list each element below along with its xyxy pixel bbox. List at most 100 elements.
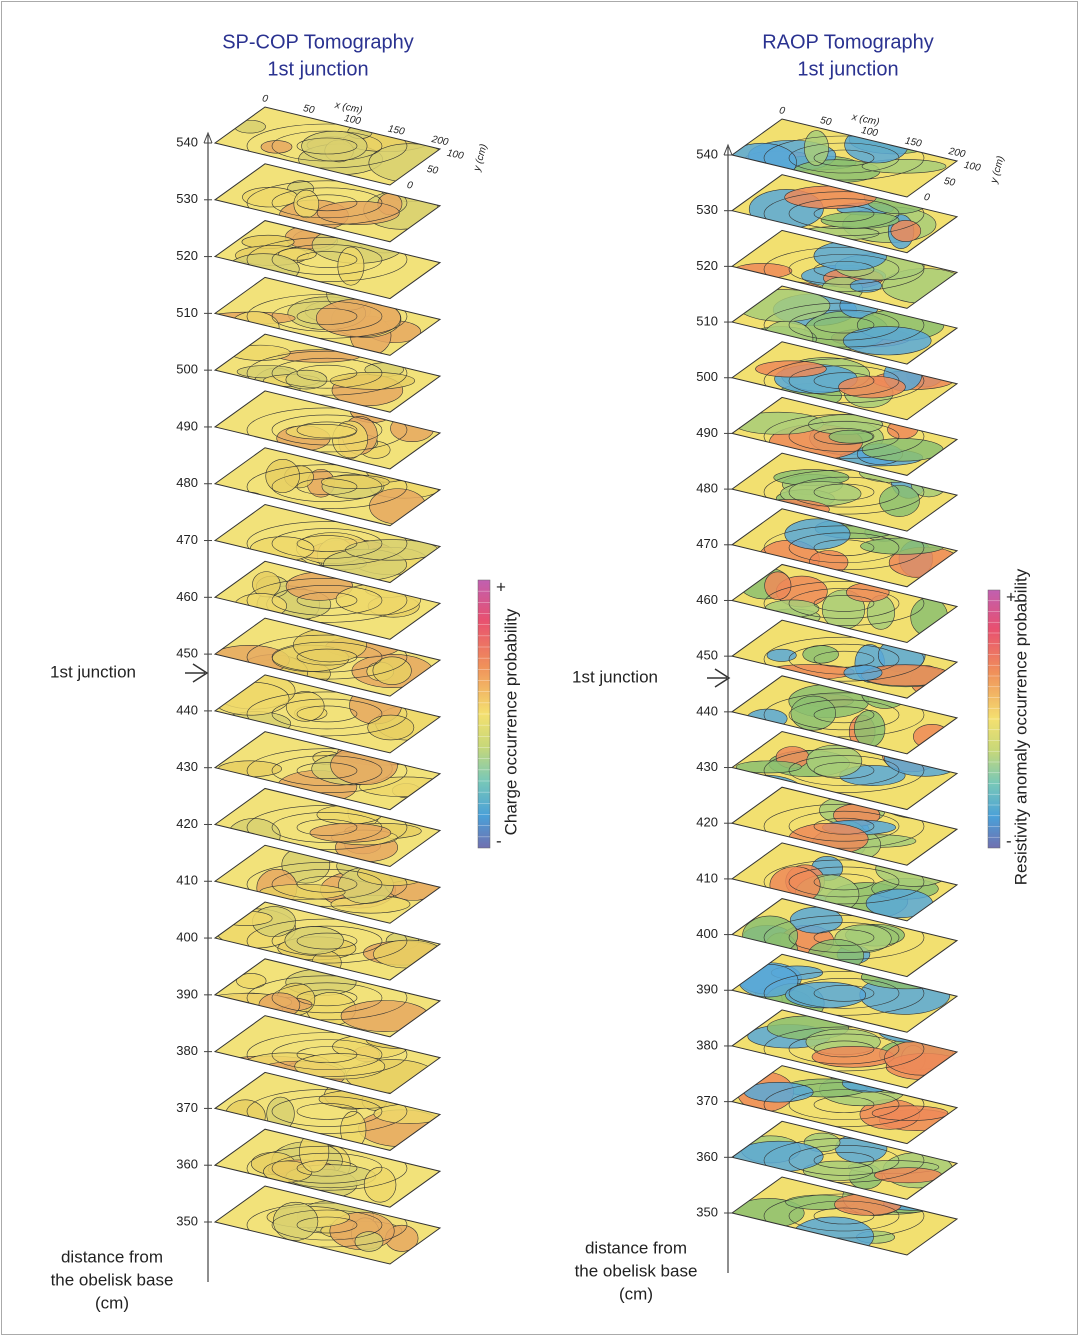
depth-tick-label: 360 xyxy=(176,1157,198,1172)
y-tick-label: 50 xyxy=(426,164,440,177)
slice xyxy=(206,277,440,355)
depth-tick-label: 400 xyxy=(176,929,198,944)
slice xyxy=(215,107,450,185)
slice xyxy=(732,397,957,475)
depth-label: distance from xyxy=(585,1238,687,1257)
depth-tick-label: 380 xyxy=(696,1037,718,1052)
depth-tick-label: 500 xyxy=(696,369,718,384)
contour-blob xyxy=(285,926,344,954)
slice xyxy=(732,453,957,531)
slice xyxy=(215,845,442,923)
depth-tick-label: 520 xyxy=(176,248,198,263)
x-tick-label: 0 xyxy=(778,105,786,117)
depth-tick-label: 530 xyxy=(696,202,718,217)
depth-tick-label: 540 xyxy=(176,134,198,149)
contour-blob xyxy=(369,144,450,182)
depth-tick-label: 470 xyxy=(696,536,718,551)
slice xyxy=(732,286,957,364)
contour-blob xyxy=(235,120,266,133)
depth-label: (cm) xyxy=(95,1293,129,1312)
contour-blob xyxy=(791,696,836,730)
slice xyxy=(215,732,450,810)
contour-blob xyxy=(880,485,920,516)
contour-blob xyxy=(846,583,889,602)
depth-tick-label: 370 xyxy=(696,1093,718,1108)
contour-blob xyxy=(804,131,828,166)
slice xyxy=(215,221,440,299)
slice xyxy=(732,175,957,253)
depth-tick-label: 470 xyxy=(176,532,198,547)
slice xyxy=(732,620,957,698)
depth-label: distance from xyxy=(61,1247,163,1266)
slice xyxy=(732,509,961,587)
slice xyxy=(215,391,440,469)
colorbar-label: Charge occurrence probability xyxy=(501,608,520,835)
depth-tick-label: 390 xyxy=(176,986,198,1001)
depth-tick-label: 540 xyxy=(696,146,718,161)
depth-tick-label: 400 xyxy=(696,926,718,941)
contour-blob xyxy=(767,649,796,661)
contour-blob xyxy=(252,572,280,597)
depth-tick-label: 460 xyxy=(696,592,718,607)
contour-blob xyxy=(747,709,787,728)
contour-blob xyxy=(843,327,931,355)
depth-tick-label: 420 xyxy=(696,815,718,830)
contour-blob xyxy=(835,1134,887,1163)
slice xyxy=(732,675,957,753)
slice xyxy=(215,788,440,866)
depth-label: the obelisk base xyxy=(51,1270,174,1289)
slice xyxy=(202,959,440,1037)
contour-blob xyxy=(242,187,297,207)
contour-blob xyxy=(854,710,885,747)
contour-blob xyxy=(341,1001,429,1032)
x-tick-label: 200 xyxy=(947,146,967,161)
contour-blob xyxy=(212,682,289,715)
slice xyxy=(215,1016,440,1094)
depth-tick-label: 410 xyxy=(176,873,198,888)
contour-blob xyxy=(278,350,360,363)
contour-blob xyxy=(829,430,873,443)
depth-tick-label: 350 xyxy=(176,1213,198,1228)
x-tick-label: 150 xyxy=(904,136,923,150)
contour-blob xyxy=(261,141,292,154)
panel-title: SP-COP Tomography xyxy=(222,31,414,53)
x-tick-label: 0 xyxy=(261,93,269,105)
colorbar-plus: + xyxy=(496,577,506,596)
contour-blob xyxy=(367,1033,436,1049)
depth-tick-label: 480 xyxy=(696,481,718,496)
contour-blob xyxy=(317,201,399,224)
junction-label: 1st junction xyxy=(50,662,136,681)
depth-tick-label: 460 xyxy=(176,589,198,604)
slice xyxy=(732,1121,957,1199)
depth-tick-label: 410 xyxy=(696,870,718,885)
depth-tick-label: 510 xyxy=(176,305,198,320)
depth-tick-label: 490 xyxy=(696,425,718,440)
y-tick-label: 100 xyxy=(446,148,465,162)
depth-tick-label: 450 xyxy=(696,648,718,663)
slice xyxy=(732,1176,957,1255)
slice-texture xyxy=(212,673,441,751)
y-axis-label: y (cm) xyxy=(472,143,490,174)
x-tick-label: 100 xyxy=(343,113,362,127)
contour-blob xyxy=(223,1234,267,1252)
depth-tick-label: 500 xyxy=(176,362,198,377)
slice xyxy=(215,1072,445,1150)
colorbar-label: Resistivity anomaly occurrence probabili… xyxy=(1011,568,1030,885)
contour-blob xyxy=(874,1168,941,1183)
slice xyxy=(732,1066,957,1144)
slice xyxy=(732,564,957,642)
slice-texture xyxy=(215,907,444,975)
contour-blob xyxy=(234,593,286,618)
contour-blob xyxy=(834,1194,901,1216)
slice xyxy=(215,902,444,980)
slice xyxy=(215,1186,440,1264)
depth-label: the obelisk base xyxy=(575,1261,698,1280)
contour-blob xyxy=(734,1141,824,1172)
depth-tick-label: 390 xyxy=(696,982,718,997)
contour-blob xyxy=(755,361,826,377)
panel-subtitle: 1st junction xyxy=(797,58,898,80)
y-tick-label: 0 xyxy=(923,192,931,204)
contour-blob xyxy=(785,519,850,550)
depth-tick-label: 480 xyxy=(176,475,198,490)
contour-blob xyxy=(887,420,917,438)
